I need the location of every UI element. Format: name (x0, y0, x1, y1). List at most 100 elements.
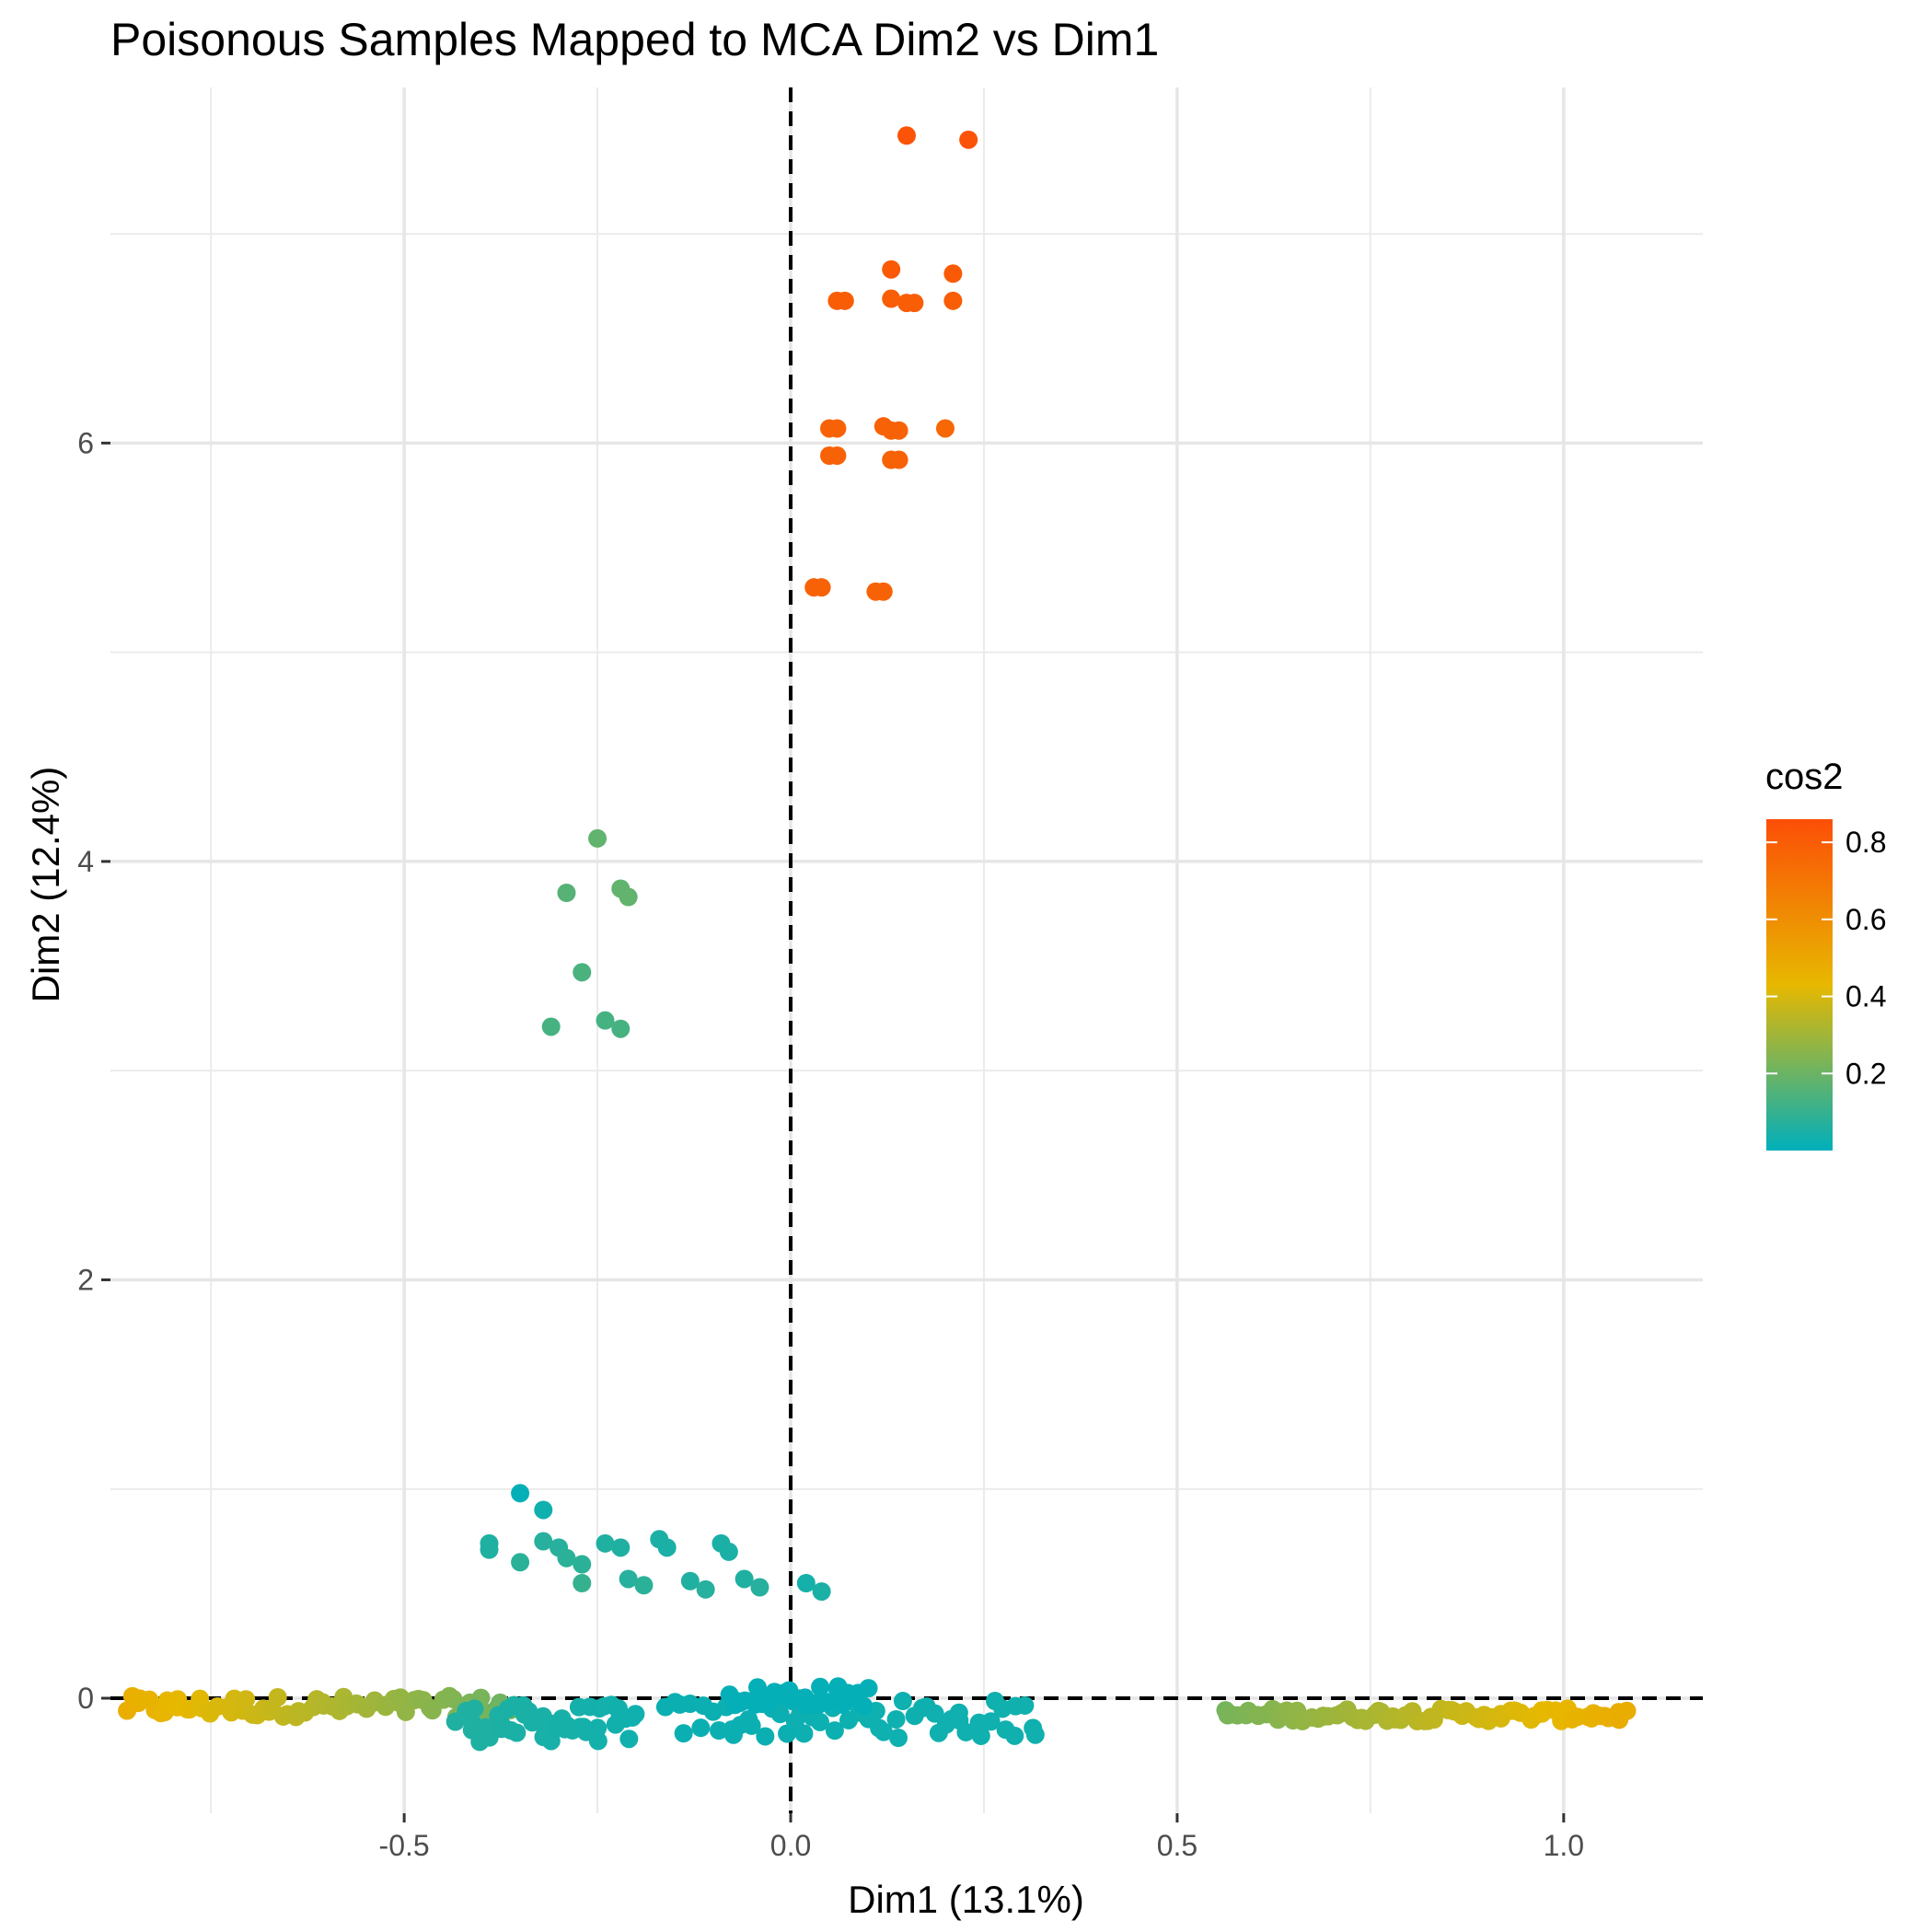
data-point (949, 1703, 968, 1722)
x-tick-label: 0.0 (770, 1829, 811, 1862)
legend-tick-label: 0.2 (1845, 1057, 1886, 1090)
data-point (1025, 1725, 1045, 1744)
x-tick-label: 0.5 (1157, 1829, 1197, 1862)
data-point (1015, 1695, 1035, 1715)
legend-tick-label: 0.8 (1845, 826, 1886, 859)
data-point (719, 1542, 738, 1561)
data-point (859, 1679, 878, 1698)
data-point (1005, 1726, 1024, 1745)
color-bar (1766, 819, 1833, 1151)
data-point (573, 1555, 592, 1574)
grid-lines (110, 87, 1703, 1813)
data-point (816, 1692, 836, 1711)
data-point (541, 1017, 561, 1036)
x-axis-ticks: -0.5 0.0 0.5 1.0 (379, 1813, 1584, 1862)
data-point (796, 1574, 816, 1592)
data-point (812, 578, 831, 597)
data-point (735, 1569, 754, 1589)
y-axis-title: Dim2 (12.4%) (24, 766, 67, 1003)
data-points (118, 126, 1637, 1752)
chart-title: Poisonous Samples Mapped to MCA Dim2 vs … (110, 14, 1160, 65)
data-point (534, 1532, 553, 1551)
data-point (810, 1712, 829, 1731)
data-point (507, 1723, 526, 1742)
data-point (827, 446, 847, 465)
data-point (959, 130, 978, 149)
legend-tick-label: 0.6 (1845, 903, 1886, 936)
data-point (573, 963, 592, 982)
data-point (573, 1574, 592, 1592)
data-point (889, 450, 908, 469)
data-point (623, 1707, 642, 1727)
data-point (750, 1578, 769, 1597)
data-point (237, 1690, 256, 1709)
data-point (1617, 1701, 1637, 1720)
data-point (534, 1500, 553, 1520)
data-point (893, 1692, 912, 1711)
data-point (874, 1722, 894, 1741)
data-point (981, 1712, 1001, 1731)
data-point (619, 1569, 638, 1589)
y-tick-label: 0 (77, 1682, 94, 1715)
data-point (480, 1540, 499, 1559)
legend-tick-label: 0.4 (1845, 980, 1886, 1013)
data-point (971, 1726, 990, 1745)
data-point (812, 1582, 831, 1602)
x-tick-label: 1.0 (1544, 1829, 1584, 1862)
data-point (657, 1538, 677, 1557)
data-point (596, 1011, 615, 1030)
data-point (674, 1724, 693, 1743)
data-point (596, 1533, 615, 1553)
data-point (588, 1718, 607, 1738)
data-point (756, 1727, 775, 1746)
data-point (691, 1718, 711, 1738)
data-point (854, 1696, 873, 1716)
data-point (811, 1677, 830, 1696)
data-point (882, 289, 901, 308)
data-point (897, 126, 916, 145)
color-legend: 0.2 0.4 0.6 0.8 (1766, 819, 1886, 1151)
data-point (268, 1687, 287, 1706)
y-axis-ticks: 0 2 4 6 (77, 426, 110, 1715)
reference-lines (110, 87, 1703, 1813)
data-point (511, 1484, 530, 1503)
data-point (611, 1019, 631, 1038)
data-point (611, 1538, 631, 1557)
y-tick-label: 6 (77, 426, 94, 459)
data-point (886, 1709, 906, 1729)
data-point (882, 260, 901, 279)
legend-title: cos2 (1765, 757, 1844, 797)
data-point (511, 1553, 530, 1572)
data-point (889, 421, 908, 440)
data-point (956, 1722, 976, 1741)
data-point (634, 1576, 654, 1595)
data-point (943, 264, 963, 283)
data-point (465, 1699, 484, 1718)
data-point (905, 294, 924, 313)
data-point (619, 887, 638, 907)
data-point (742, 1716, 761, 1735)
data-point (573, 1718, 593, 1737)
data-point (935, 419, 954, 438)
data-point (943, 291, 963, 310)
data-point (588, 1731, 607, 1751)
x-axis-title: Dim1 (13.1%) (848, 1878, 1084, 1921)
data-point (770, 1705, 790, 1724)
data-point (888, 1729, 908, 1748)
x-tick-label: -0.5 (379, 1829, 430, 1862)
data-point (827, 419, 847, 438)
y-tick-label: 2 (77, 1263, 94, 1296)
data-point (557, 884, 576, 902)
data-point (557, 1548, 576, 1568)
data-point (588, 828, 607, 848)
data-point (696, 1579, 715, 1599)
y-tick-label: 4 (77, 845, 94, 878)
data-point (390, 1688, 410, 1707)
data-point (835, 291, 854, 310)
data-point (619, 1730, 639, 1749)
data-point (825, 1721, 844, 1741)
data-point (680, 1571, 700, 1591)
data-point (794, 1724, 814, 1743)
